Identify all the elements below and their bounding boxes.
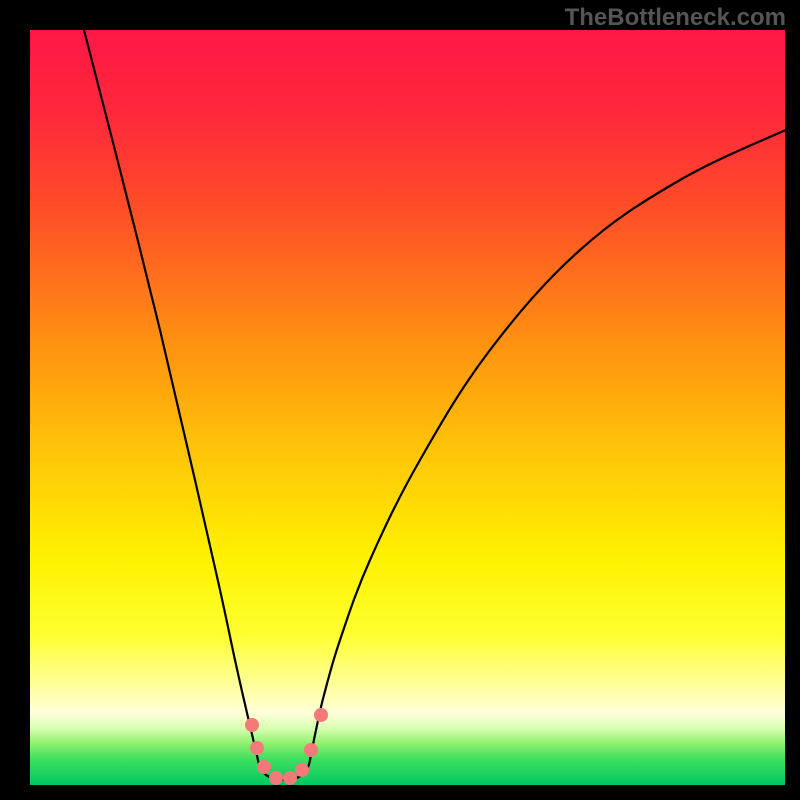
curve-marker <box>283 771 297 785</box>
bottleneck-curve <box>84 30 785 780</box>
curve-marker <box>304 743 318 757</box>
plot-area <box>30 30 785 785</box>
curve-layer <box>30 30 785 785</box>
curve-marker <box>250 741 264 755</box>
curve-marker <box>314 708 328 722</box>
curve-marker <box>245 718 259 732</box>
curve-marker <box>257 760 271 774</box>
curve-marker <box>295 763 309 777</box>
watermark-text: TheBottleneck.com <box>565 4 786 32</box>
curve-marker <box>269 771 283 785</box>
